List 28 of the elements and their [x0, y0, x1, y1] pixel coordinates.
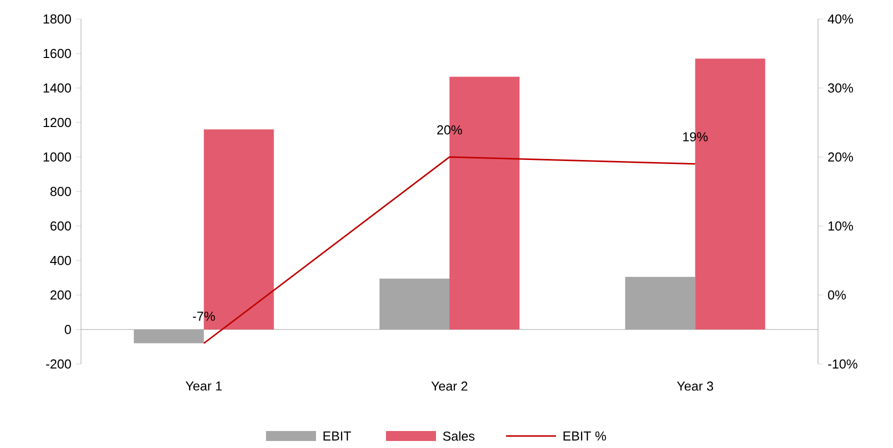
- y2-tick-label: -10%: [828, 359, 858, 369]
- x-tick-label: Year 3: [676, 382, 714, 391]
- data-label: 20%: [437, 125, 462, 134]
- legend-label: EBIT: [324, 432, 352, 440]
- legend-label: EBIT %: [564, 431, 606, 441]
- y2-tick-label: 0%: [828, 290, 846, 300]
- y-tick-label: 1200: [44, 118, 71, 128]
- y2-tick-label: 30%: [828, 83, 853, 93]
- y2-tick-label: 40%: [828, 14, 853, 24]
- bar: [134, 330, 204, 344]
- y-tick-label: 400: [50, 256, 71, 266]
- y-tick-label: 0: [64, 324, 71, 334]
- y-tick-label: 1600: [44, 48, 71, 58]
- y-tick-label: 1400: [44, 83, 71, 93]
- bar: [625, 276, 696, 330]
- bar: [379, 278, 450, 330]
- y2-tick-label: 20%: [828, 152, 853, 162]
- x-tick-label: Year 2: [431, 382, 468, 391]
- y-tick-label: 600: [50, 221, 71, 231]
- y2-tick-label: 10%: [828, 221, 853, 231]
- y-tick-label: 200: [50, 290, 71, 300]
- y-tick-label: 800: [50, 186, 71, 196]
- y-tick-label: -200: [46, 359, 71, 369]
- y-tick-label: 1000: [44, 152, 71, 162]
- y-tick-label: 1800: [44, 14, 71, 24]
- x-tick-label: Year 1: [186, 382, 222, 391]
- data-label: -7%: [192, 312, 215, 321]
- legend-label: Sales: [443, 431, 474, 441]
